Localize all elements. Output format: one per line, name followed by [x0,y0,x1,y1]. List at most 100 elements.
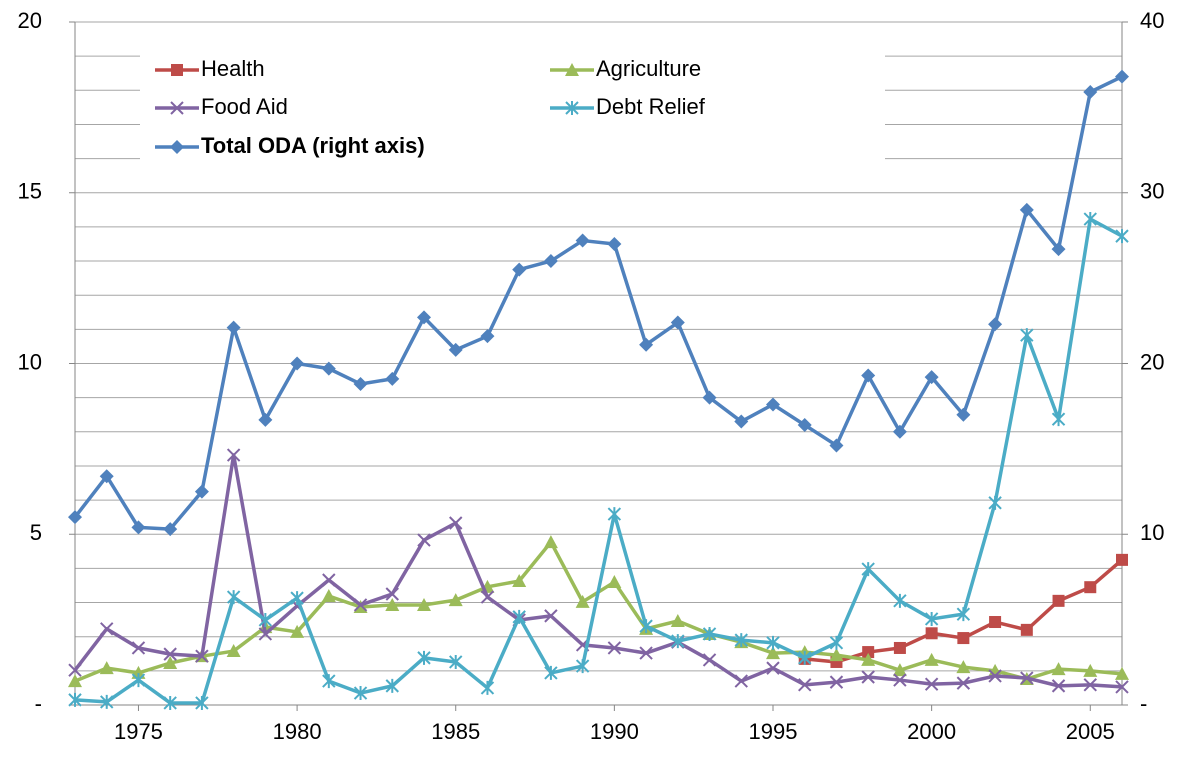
marker [1020,671,1034,685]
y2-tick-label: 30 [1140,179,1164,204]
marker [925,627,938,640]
marker [171,64,183,76]
marker [480,680,495,695]
y-tick-label: 15 [18,179,42,204]
marker [862,646,875,659]
marker [893,673,907,687]
marker [163,522,178,537]
marker [766,646,780,660]
y2-tick-label: 10 [1140,520,1164,545]
marker [1115,666,1129,680]
marker [258,612,273,627]
marker [68,692,82,707]
marker [575,659,590,674]
marker [480,590,495,604]
marker [100,694,114,709]
marker [607,575,622,589]
marker [544,665,558,680]
x-tick-label: 2005 [1066,719,1115,744]
marker [1115,680,1129,694]
marker [988,495,1002,510]
marker [131,641,146,655]
marker [131,520,146,535]
marker [163,695,177,710]
marker [543,535,558,549]
marker [195,649,209,663]
marker [892,424,907,439]
marker [766,635,780,650]
marker [639,646,653,660]
marker [861,652,876,666]
marker [543,254,558,269]
marker [829,675,844,689]
marker [1051,412,1066,427]
marker [893,593,907,608]
marker [1051,242,1066,257]
marker [512,262,527,277]
marker [734,633,748,648]
marker [989,616,1002,629]
marker [170,101,184,115]
marker [1083,678,1097,692]
y2-tick-label: 40 [1140,8,1164,33]
marker [861,562,875,577]
series-line [74,217,1123,705]
marker [68,674,82,688]
marker [671,634,685,649]
marker [170,140,184,154]
marker [449,516,463,530]
marker [670,613,685,627]
marker [417,310,431,325]
y-tick-label: - [35,691,42,716]
marker [417,650,431,665]
marker [829,438,844,453]
marker [1020,328,1034,343]
series-line [73,75,1123,531]
marker [798,678,812,692]
x-tick-label: 2000 [907,719,956,744]
marker [565,63,579,76]
marker [1116,553,1128,566]
marker [448,342,463,357]
marker [290,624,305,638]
marker [956,660,971,674]
marker [1084,581,1097,594]
y-tick-label: 10 [18,349,42,374]
legend-label: Total ODA (right axis) [201,133,425,158]
marker [322,573,336,587]
x-tick-label: 1980 [273,719,322,744]
marker [575,233,590,248]
marker [924,677,939,691]
marker [131,673,146,688]
marker [290,356,305,371]
marker [321,589,336,603]
marker [639,337,654,352]
marker [163,655,178,669]
marker [226,320,241,335]
marker [226,448,241,462]
marker [797,417,812,432]
marker [353,598,368,612]
marker [893,641,906,654]
marker [322,674,336,689]
marker [1051,679,1066,693]
marker [829,635,844,650]
marker [1115,69,1129,84]
marker [798,650,812,665]
marker [163,647,177,661]
series-line [73,453,1123,689]
marker [1083,663,1098,677]
y-tick-label: 5 [30,520,42,545]
marker [734,414,749,429]
y-tick-label: 20 [18,8,42,33]
marker [353,686,368,701]
marker [100,622,114,636]
x-tick-label: 1975 [114,719,163,744]
marker [385,597,400,611]
marker [702,626,717,641]
marker [68,663,82,677]
marker [544,609,558,623]
marker [417,597,431,611]
marker [512,609,526,624]
marker [766,397,780,412]
